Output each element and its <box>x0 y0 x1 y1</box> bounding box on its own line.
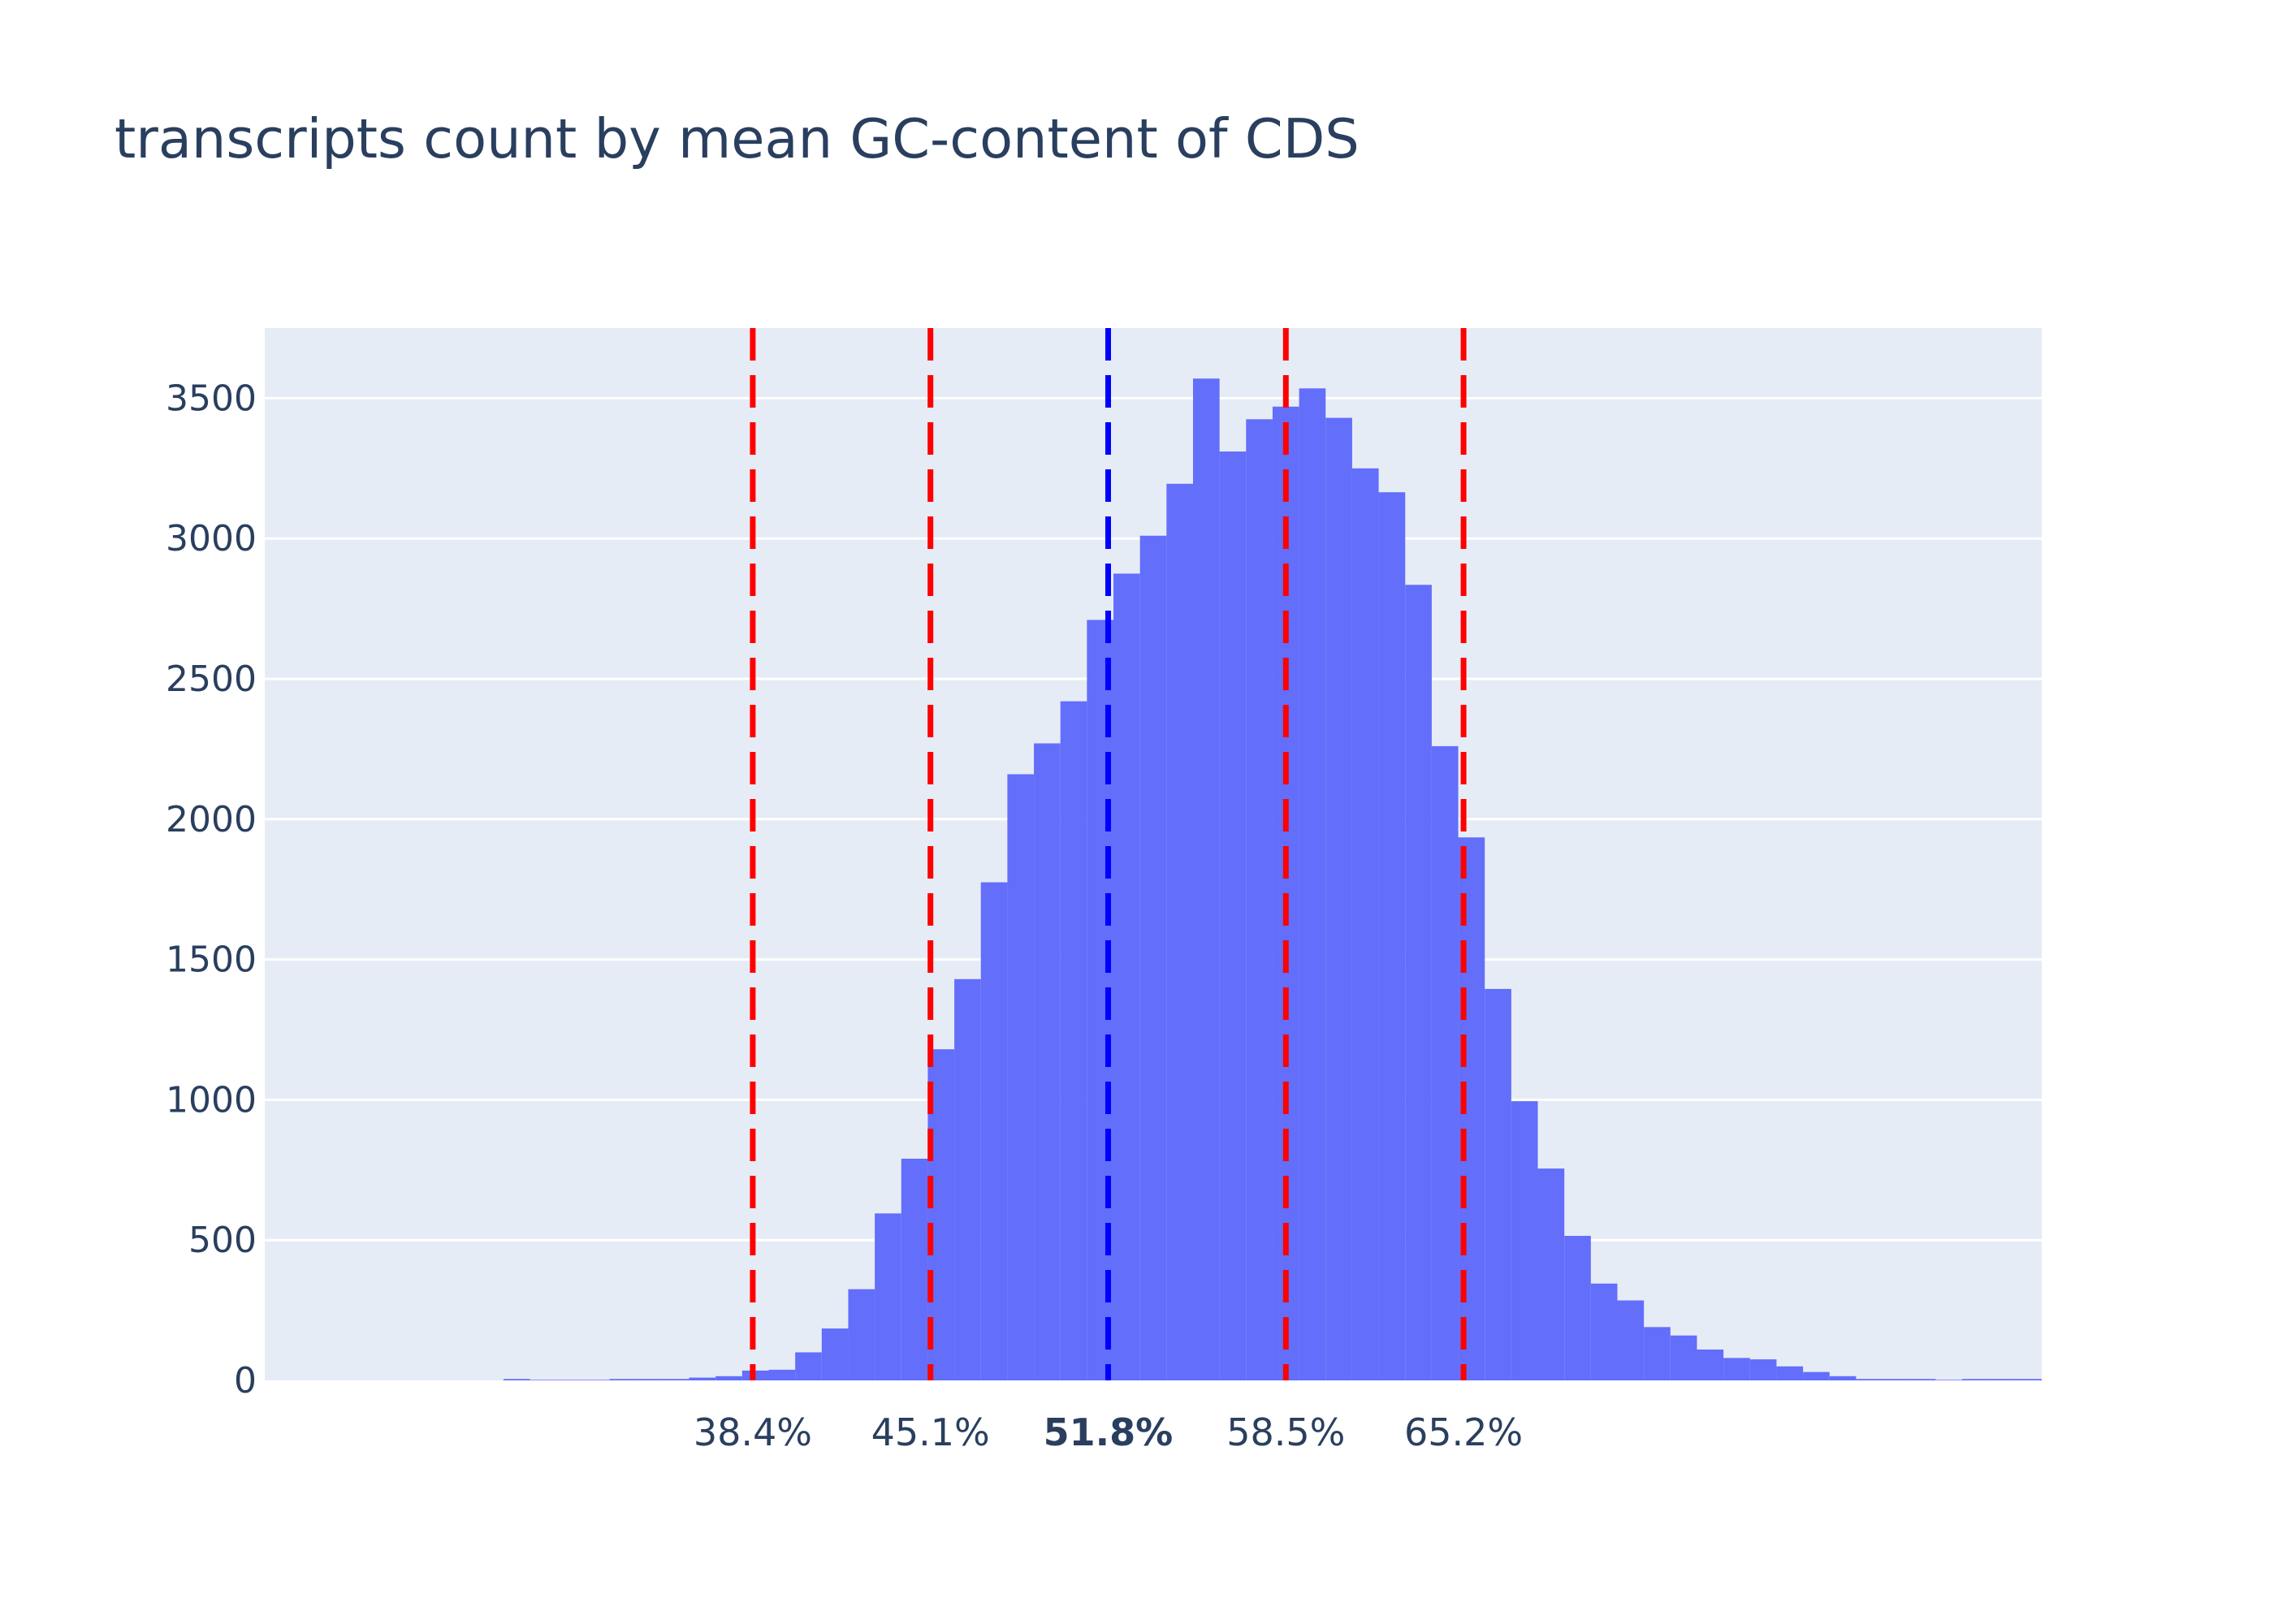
histogram-bar <box>1511 1101 1538 1380</box>
histogram-bar <box>1246 419 1273 1380</box>
histogram-bar <box>980 882 1008 1380</box>
histogram-bar <box>1060 701 1087 1380</box>
histogram-bar <box>901 1158 928 1380</box>
histogram-bar <box>1883 1379 1909 1380</box>
y-axis-ticks: 0 500 1000 1500 2000 2500 3000 3500 <box>166 378 257 1402</box>
histogram-bar <box>1590 1283 1618 1380</box>
reference-lines <box>750 328 1467 1380</box>
histogram-bar <box>1219 451 1247 1381</box>
x-axis-ticks: 38.4% 45.1% 51.8% 58.5% 65.2% <box>694 1410 1523 1454</box>
histogram-bar <box>1644 1327 1671 1380</box>
x-tick-label: 38.4% <box>694 1410 812 1454</box>
histogram-bar <box>1803 1371 1830 1380</box>
histogram-bar <box>1139 535 1167 1380</box>
x-tick-label: 51.8% <box>1044 1410 1174 1454</box>
histogram-bar <box>1697 1349 1724 1380</box>
histogram-bar <box>875 1213 901 1380</box>
histogram-bar <box>1670 1335 1697 1380</box>
histogram-bar <box>1856 1379 1883 1380</box>
histogram-bar <box>1723 1358 1750 1380</box>
x-tick-label: 58.5% <box>1226 1410 1345 1454</box>
histogram-bar <box>954 978 981 1380</box>
histogram-bar <box>1113 573 1140 1380</box>
x-tick-label: 65.2% <box>1404 1410 1523 1454</box>
histogram-bar <box>1405 585 1432 1380</box>
y-tick-label: 1500 <box>166 939 257 981</box>
histogram-bar <box>1166 483 1193 1380</box>
y-tick-label: 2500 <box>166 659 257 700</box>
histogram-bar <box>1962 1379 1989 1380</box>
histogram-bar <box>1325 417 1352 1380</box>
histogram-bar <box>1378 492 1406 1380</box>
histogram-bar <box>1564 1236 1591 1380</box>
histogram-bar <box>689 1377 716 1380</box>
histogram-bar <box>1909 1379 1936 1380</box>
histogram-bar <box>795 1352 822 1380</box>
histogram-bar <box>1007 774 1035 1380</box>
histogram-bar <box>715 1376 742 1380</box>
histogram-bar <box>1537 1168 1565 1380</box>
histogram-bar <box>1351 468 1379 1380</box>
histogram-bar <box>768 1369 796 1380</box>
histogram-bar <box>1192 378 1220 1380</box>
y-tick-label: 2000 <box>166 799 257 840</box>
chart-title: transcripts count by mean GC-content of … <box>115 107 1360 171</box>
y-tick-label: 500 <box>188 1220 257 1261</box>
histogram-bar <box>848 1289 875 1380</box>
histogram-bar <box>1749 1359 1777 1380</box>
histogram-bar <box>1988 1379 2016 1380</box>
histogram-bar <box>662 1379 690 1380</box>
histogram-bar <box>2015 1379 2042 1380</box>
histogram-bar <box>1431 745 1459 1380</box>
histogram-bar <box>1829 1376 1857 1380</box>
y-tick-label: 3000 <box>166 518 257 559</box>
histogram-bar <box>1617 1300 1645 1380</box>
histogram-bar <box>821 1328 849 1380</box>
histogram-bar <box>1485 988 1511 1380</box>
histogram-bar <box>1034 743 1061 1380</box>
x-tick-label: 45.1% <box>871 1410 990 1454</box>
histogram-bar <box>609 1379 637 1380</box>
histogram-bar <box>1776 1366 1804 1380</box>
histogram-bar <box>636 1379 663 1380</box>
y-tick-label: 0 <box>234 1360 257 1402</box>
y-tick-label: 3500 <box>166 378 257 419</box>
histogram-bar <box>1299 388 1326 1381</box>
histogram-bar <box>503 1379 530 1380</box>
y-tick-label: 1000 <box>166 1079 257 1121</box>
